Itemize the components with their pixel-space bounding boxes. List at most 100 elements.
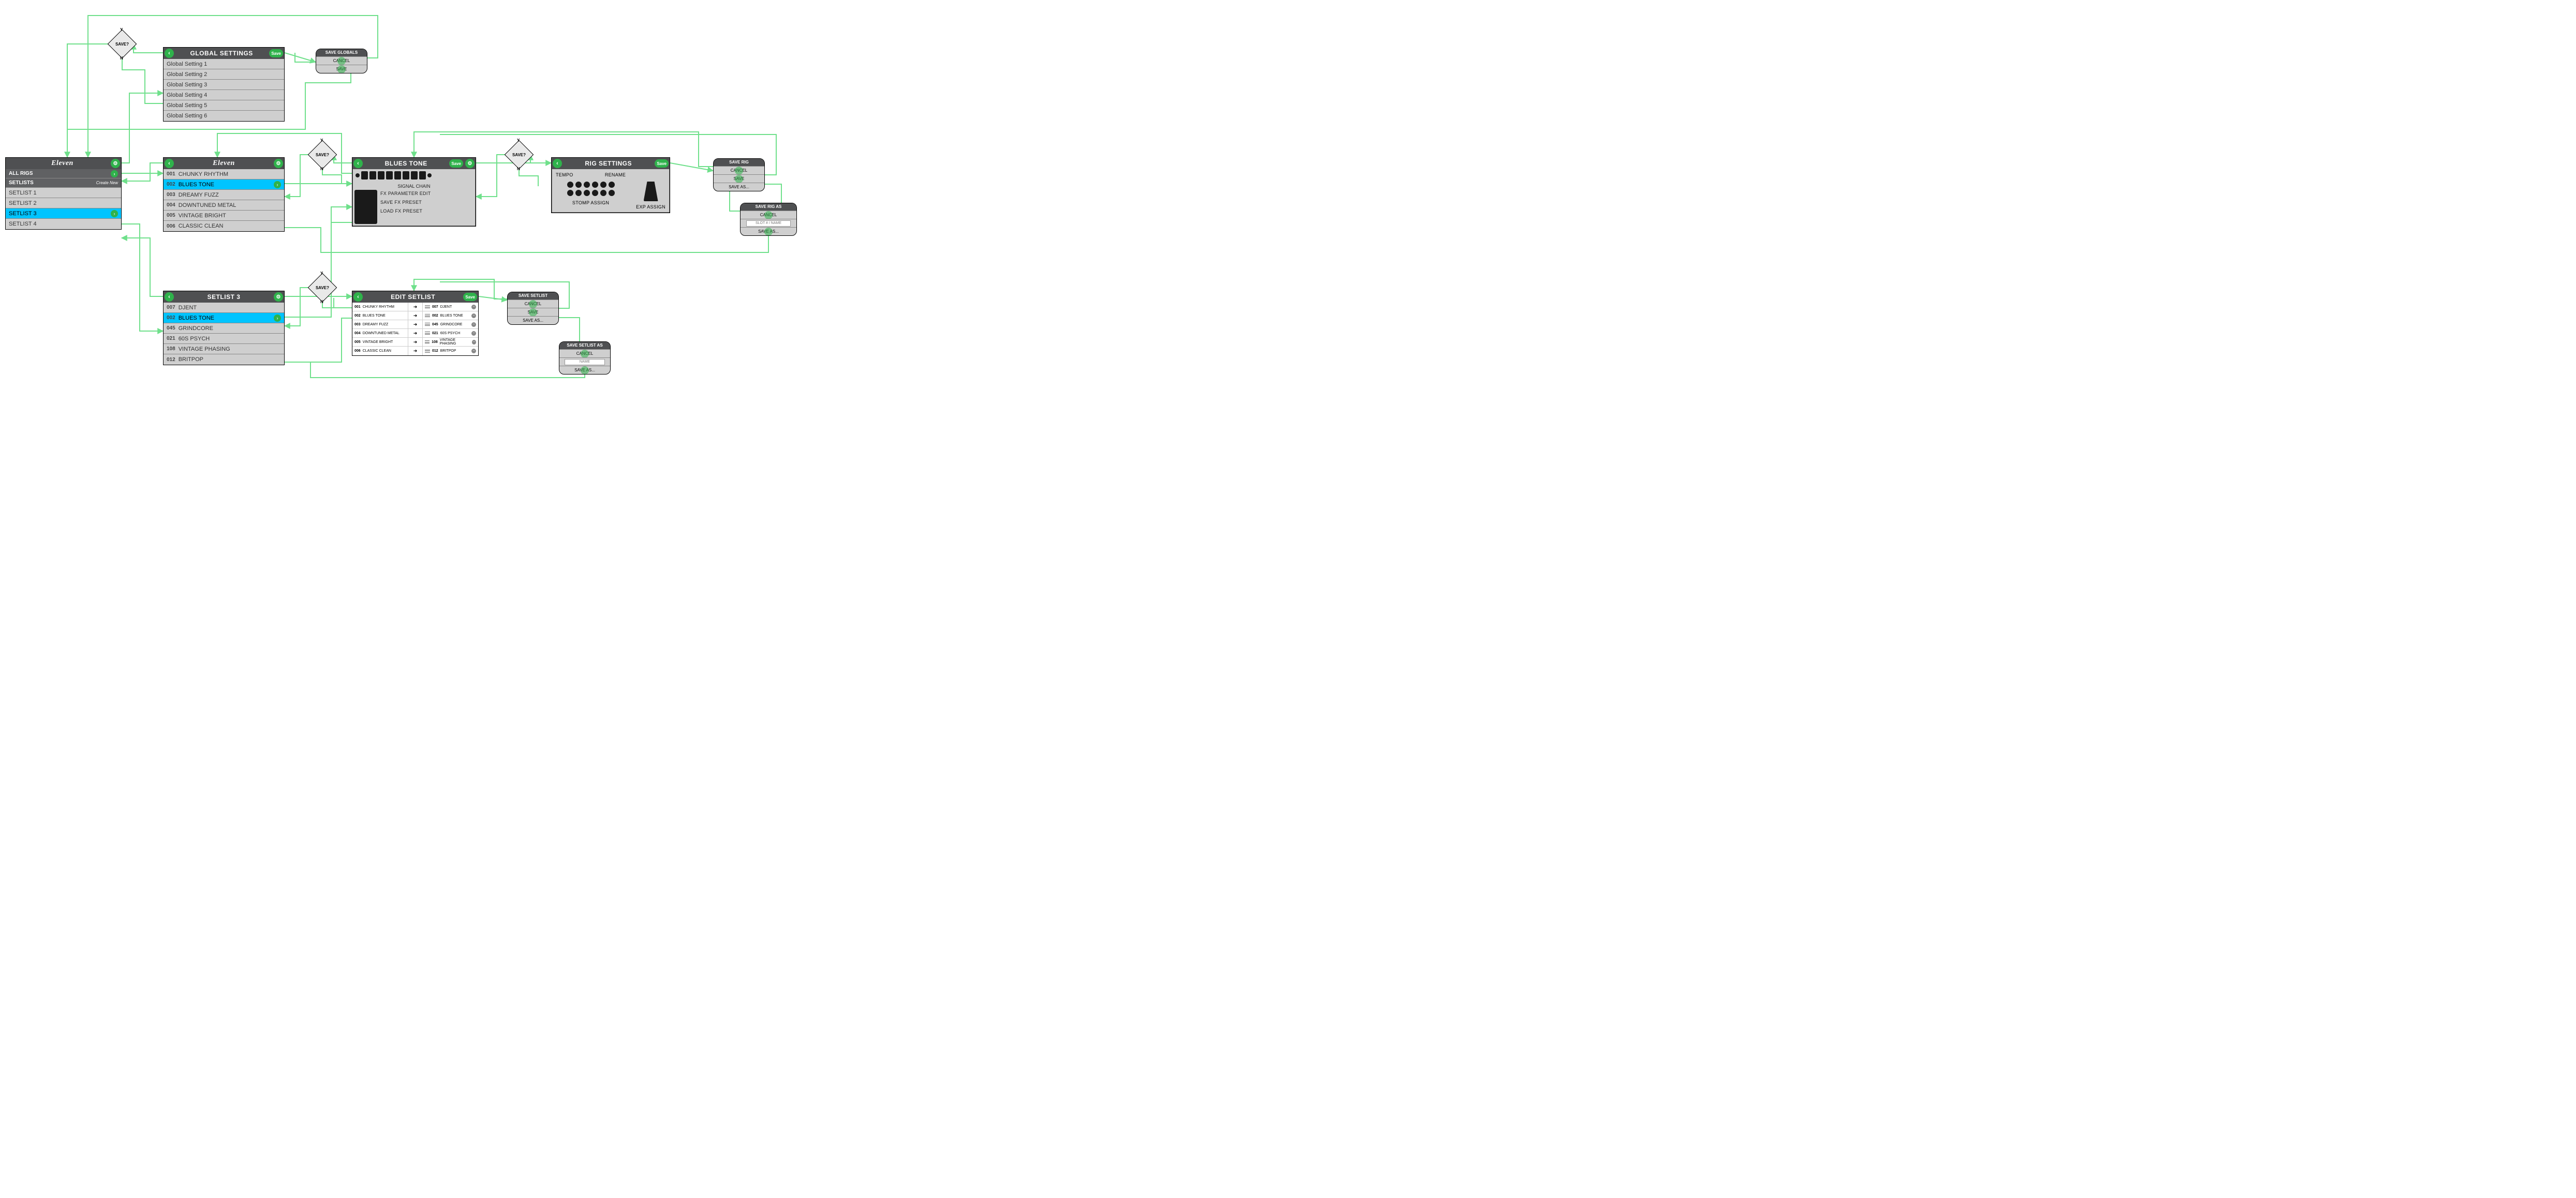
back-button[interactable]: ‹ bbox=[165, 49, 174, 58]
edit-setlist-row: 003DREAMY FUZZ➜045GRINDCORE− bbox=[352, 320, 478, 329]
panel-title: SETLIST 3 bbox=[175, 293, 273, 301]
rig-row[interactable]: 002BLUES TONE› bbox=[164, 179, 284, 190]
target-rig[interactable]: 02160S PSYCH− bbox=[423, 329, 478, 337]
move-right-button[interactable]: ➜ bbox=[408, 303, 423, 311]
rig-row[interactable]: 108VINTAGE PHASING bbox=[164, 344, 284, 354]
rig-row[interactable]: 02160S PSYCH bbox=[164, 334, 284, 344]
cancel-button[interactable]: CANCEL bbox=[741, 211, 796, 219]
source-rig[interactable]: 003DREAMY FUZZ bbox=[352, 320, 408, 328]
save-as-button[interactable]: SAVE AS... bbox=[559, 366, 610, 374]
back-button[interactable]: ‹ bbox=[165, 159, 174, 168]
rig-row[interactable]: 006CLASSIC CLEAN bbox=[164, 221, 284, 231]
remove-icon[interactable]: − bbox=[471, 322, 476, 327]
rig-row[interactable]: 007DJENT bbox=[164, 303, 284, 313]
move-right-button[interactable]: ➜ bbox=[408, 311, 423, 320]
create-new-link[interactable]: Create New bbox=[96, 181, 118, 185]
name-input[interactable] bbox=[565, 359, 605, 365]
expression-pedal-icon bbox=[644, 182, 658, 201]
move-right-button[interactable]: ➜ bbox=[408, 320, 423, 328]
rig-row[interactable]: 004DOWNTUNED METAL bbox=[164, 200, 284, 211]
source-rig[interactable]: 005VINTAGE BRIGHT bbox=[352, 338, 408, 346]
settings-gear-icon[interactable]: ⚙ bbox=[274, 159, 283, 168]
drag-handle-icon[interactable] bbox=[425, 305, 430, 308]
setlist-row[interactable]: SETLIST 2 bbox=[6, 198, 121, 208]
list-item[interactable]: Global Setting 2 bbox=[164, 69, 284, 80]
source-rig[interactable]: 004DOWNTUNED METAL bbox=[352, 329, 408, 337]
edit-setlist-row: 005VINTAGE BRIGHT➜108VINTAGE PHASING− bbox=[352, 338, 478, 347]
setlists-header-row[interactable]: SETLISTS Create New bbox=[6, 178, 121, 188]
setlist-row[interactable]: SETLIST 3› bbox=[6, 208, 121, 219]
slot-name-input[interactable] bbox=[746, 220, 791, 227]
remove-icon[interactable]: − bbox=[471, 305, 476, 309]
fx-param-edit-link[interactable]: FX PARAMETER EDIT bbox=[380, 191, 473, 196]
chevron-right-icon: › bbox=[274, 315, 281, 322]
chevron-right-icon: › bbox=[111, 170, 118, 177]
save-as-button[interactable]: SAVE AS... bbox=[741, 227, 796, 235]
drag-handle-icon[interactable] bbox=[425, 340, 430, 343]
target-rig[interactable]: 108VINTAGE PHASING− bbox=[423, 338, 478, 346]
move-right-button[interactable]: ➜ bbox=[408, 338, 423, 346]
remove-icon[interactable]: − bbox=[471, 349, 476, 353]
settings-gear-icon[interactable]: ⚙ bbox=[274, 292, 283, 302]
back-button[interactable]: ‹ bbox=[353, 292, 363, 302]
all-rigs-row[interactable]: ALL RIGS › bbox=[6, 169, 121, 178]
save-button[interactable]: SAVE bbox=[316, 65, 367, 73]
rig-row[interactable]: 002BLUES TONE› bbox=[164, 313, 284, 323]
cancel-button[interactable]: CANCEL bbox=[508, 300, 558, 308]
save-setlist-as-dialog: SAVE SETLIST AS CANCEL SAVE AS... bbox=[559, 341, 611, 375]
list-item[interactable]: Global Setting 3 bbox=[164, 80, 284, 90]
source-rig[interactable]: 001CHUNKY RHYTHM bbox=[352, 303, 408, 311]
move-right-button[interactable]: ➜ bbox=[408, 347, 423, 355]
rig-row[interactable]: 001CHUNKY RHYTHM bbox=[164, 169, 284, 179]
save-as-button[interactable]: SAVE AS... bbox=[508, 316, 558, 324]
rig-row[interactable]: 045GRINDCORE bbox=[164, 323, 284, 334]
remove-icon[interactable]: − bbox=[471, 331, 476, 336]
rig-row[interactable]: 012BRITPOP bbox=[164, 354, 284, 365]
target-rig[interactable]: 007DJENT− bbox=[423, 303, 478, 311]
back-button[interactable]: ‹ bbox=[553, 159, 562, 168]
save-button[interactable]: SAVE bbox=[508, 308, 558, 316]
signal-chain-graphic bbox=[356, 171, 472, 179]
tempo-label: TEMPO bbox=[556, 172, 573, 177]
source-rig[interactable]: 006CLASSIC CLEAN bbox=[352, 347, 408, 355]
settings-gear-icon[interactable]: ⚙ bbox=[111, 159, 120, 168]
save-decision-2: SAVE? Y N bbox=[312, 144, 333, 165]
target-rig[interactable]: 002BLUES TONE− bbox=[423, 311, 478, 320]
setlist-row[interactable]: SETLIST 1 bbox=[6, 188, 121, 198]
remove-icon[interactable]: − bbox=[471, 313, 476, 318]
save-button[interactable]: SAVE bbox=[714, 174, 764, 183]
target-rig[interactable]: 012BRITPOP− bbox=[423, 347, 478, 355]
fx-block-icon bbox=[354, 190, 377, 224]
save-button[interactable]: Save bbox=[463, 293, 477, 301]
back-button[interactable]: ‹ bbox=[165, 292, 174, 302]
cancel-button[interactable]: CANCEL bbox=[714, 166, 764, 174]
drag-handle-icon[interactable] bbox=[425, 314, 430, 317]
save-button[interactable]: Save bbox=[655, 159, 669, 168]
save-fx-preset-link[interactable]: SAVE FX PRESET bbox=[380, 200, 473, 205]
load-fx-preset-link[interactable]: LOAD FX PRESET bbox=[380, 208, 473, 214]
save-as-button[interactable]: SAVE AS... bbox=[714, 183, 764, 191]
remove-icon[interactable]: − bbox=[472, 340, 476, 345]
drag-handle-icon[interactable] bbox=[425, 323, 430, 326]
drag-handle-icon[interactable] bbox=[425, 350, 430, 353]
source-rig[interactable]: 002BLUES TONE bbox=[352, 311, 408, 320]
move-right-button[interactable]: ➜ bbox=[408, 329, 423, 337]
cancel-button[interactable]: CANCEL bbox=[559, 349, 610, 357]
setlist-row[interactable]: SETLIST 4 bbox=[6, 219, 121, 229]
home-panel: Eleven ⚙ ALL RIGS › SETLISTS Create New … bbox=[5, 157, 122, 230]
list-item[interactable]: Global Setting 5 bbox=[164, 100, 284, 111]
rig-row[interactable]: 005VINTAGE BRIGHT bbox=[164, 211, 284, 221]
save-button[interactable]: Save bbox=[449, 159, 463, 168]
edit-setlist-row: 004DOWNTUNED METAL➜02160S PSYCH− bbox=[352, 329, 478, 338]
settings-gear-icon[interactable]: ⚙ bbox=[465, 159, 475, 168]
edit-setlist-row: 006CLASSIC CLEAN➜012BRITPOP− bbox=[352, 347, 478, 355]
list-item[interactable]: Global Setting 6 bbox=[164, 111, 284, 121]
rig-row[interactable]: 003DREAMY FUZZ bbox=[164, 190, 284, 200]
list-item[interactable]: Global Setting 4 bbox=[164, 90, 284, 100]
drag-handle-icon[interactable] bbox=[425, 332, 430, 335]
back-button[interactable]: ‹ bbox=[353, 159, 363, 168]
cancel-button[interactable]: CANCEL bbox=[316, 56, 367, 65]
list-item[interactable]: Global Setting 1 bbox=[164, 59, 284, 69]
save-button[interactable]: Save bbox=[269, 49, 283, 57]
target-rig[interactable]: 045GRINDCORE− bbox=[423, 320, 478, 328]
